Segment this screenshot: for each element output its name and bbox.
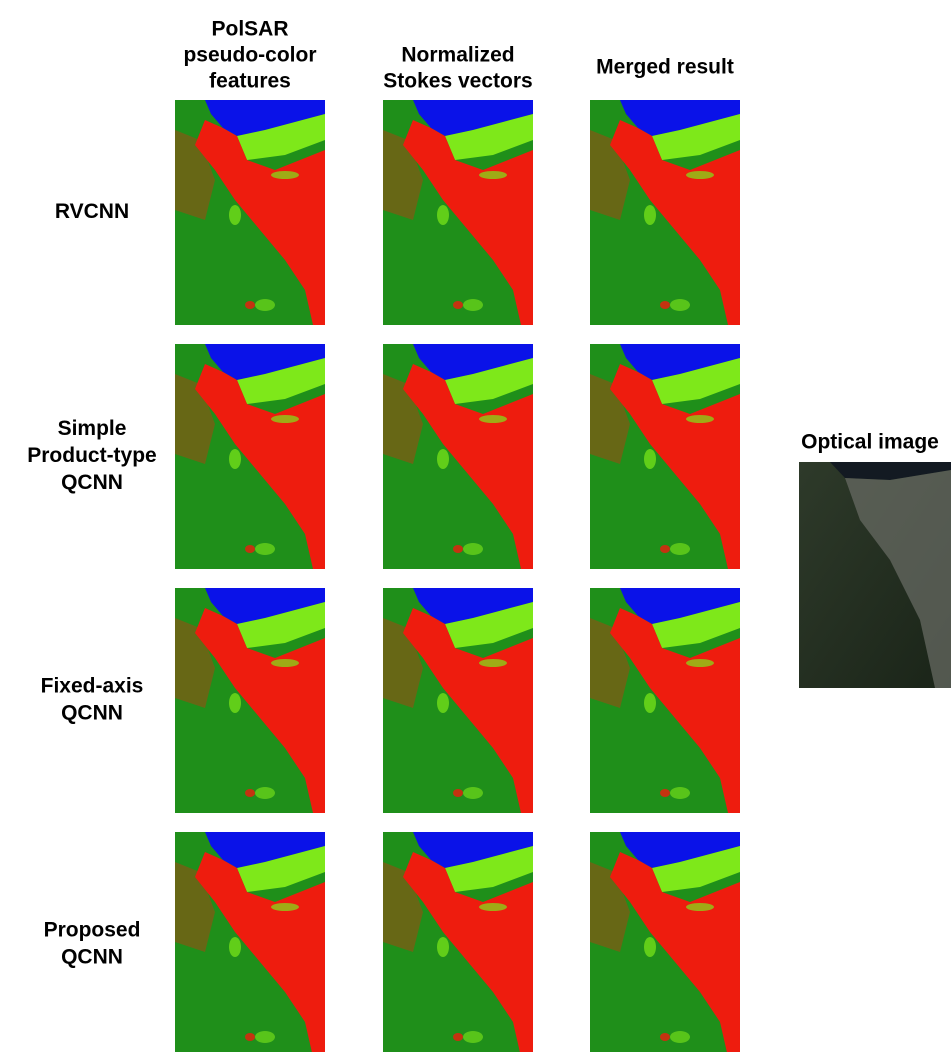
result-map xyxy=(175,832,325,1052)
figure: PolSAR pseudo-color features Normalized Stok… xyxy=(0,0,951,1052)
result-map xyxy=(175,344,325,569)
result-map xyxy=(383,344,533,569)
result-map xyxy=(383,100,533,325)
row-label: QCNN xyxy=(61,702,123,725)
column-header: Normalized xyxy=(401,44,514,67)
result-map xyxy=(590,344,740,569)
row-label: Fixed-axis xyxy=(41,675,144,698)
result-map xyxy=(590,100,740,325)
row-label: Product-type xyxy=(27,444,157,467)
result-map xyxy=(590,588,740,813)
row-label: QCNN xyxy=(61,471,123,494)
row-label: QCNN xyxy=(61,946,123,969)
page: {"columns": [ {"lines": ["PolSAR", "pseu… xyxy=(0,0,951,1057)
row-label: RVCNN xyxy=(55,200,129,223)
result-map xyxy=(175,588,325,813)
result-map xyxy=(175,100,325,325)
result-map xyxy=(383,832,533,1052)
result-map xyxy=(383,588,533,813)
column-header: Stokes vectors xyxy=(383,70,532,93)
column-header: features xyxy=(209,70,291,93)
column-header: Merged result xyxy=(596,56,734,79)
column-header: PolSAR xyxy=(211,18,288,41)
result-map xyxy=(590,832,740,1052)
optical-label: Optical image xyxy=(801,431,939,454)
column-header: pseudo-color xyxy=(183,44,316,67)
row-label: Simple xyxy=(58,417,127,440)
optical-image xyxy=(799,462,951,688)
row-label: Proposed xyxy=(44,919,141,942)
